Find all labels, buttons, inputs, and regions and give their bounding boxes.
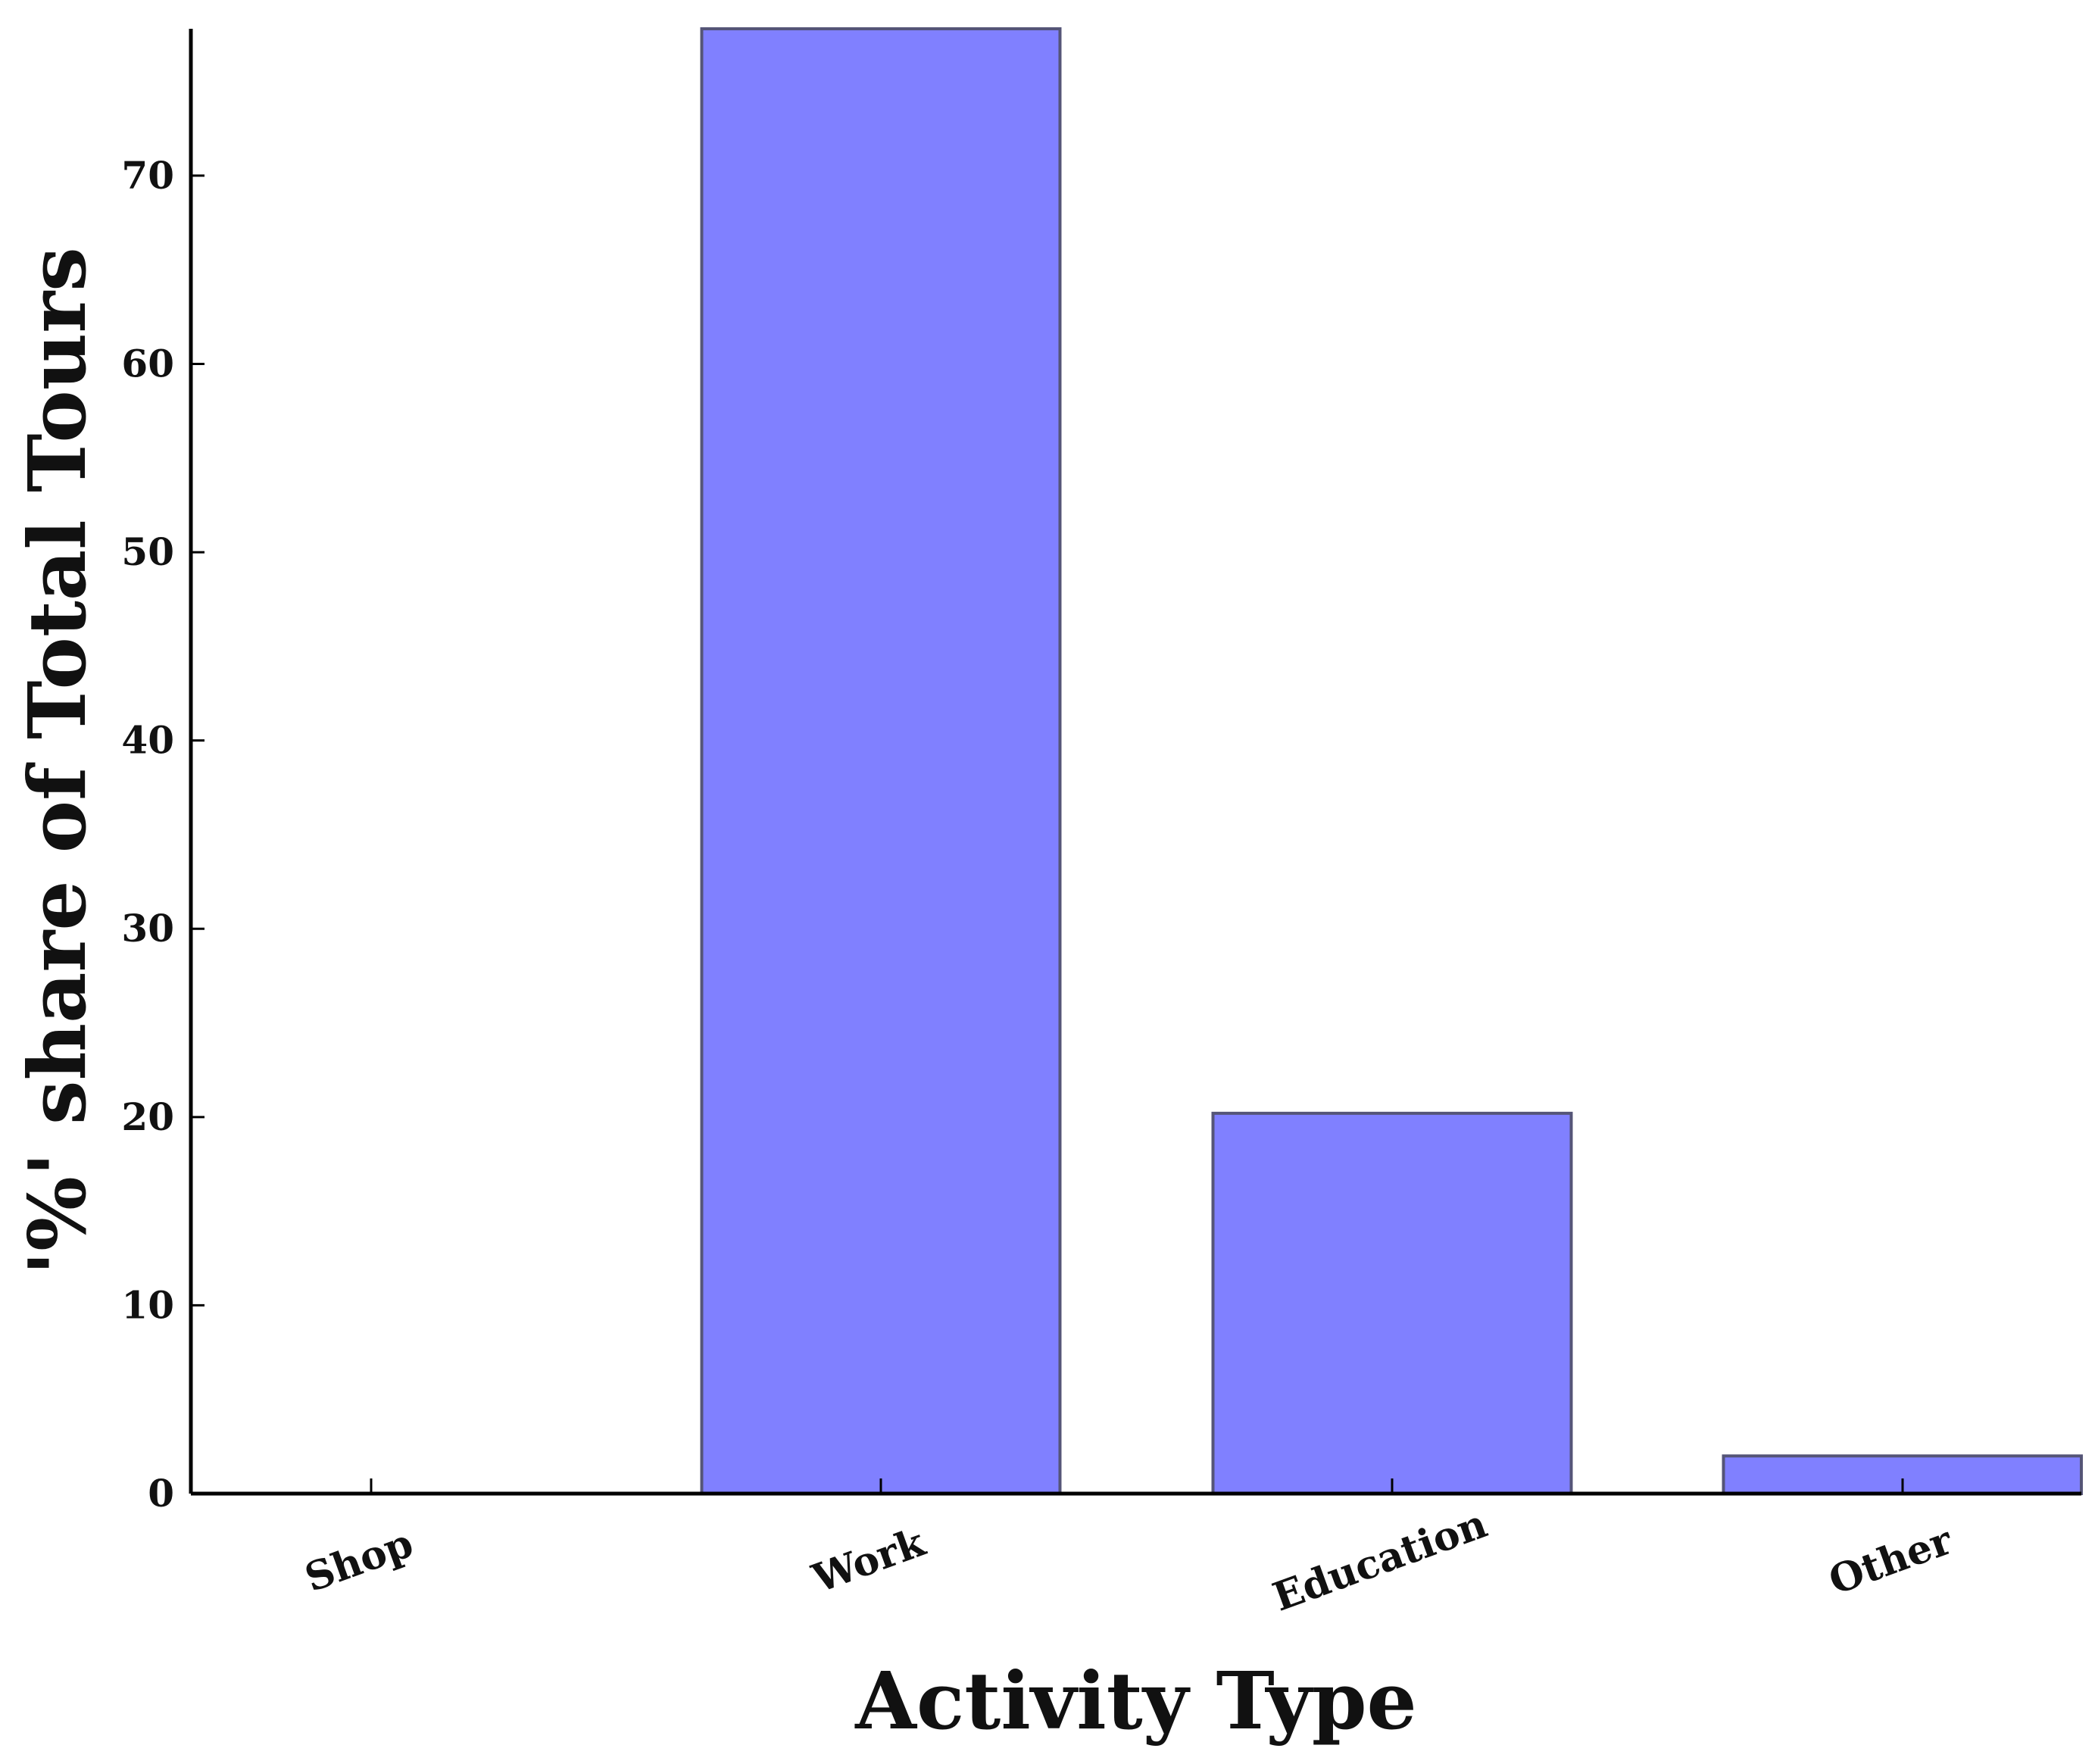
y-tick-label-30: 30 xyxy=(121,906,174,951)
x-ticks: Shop Work Education Other xyxy=(299,1478,1959,1621)
bars-layer xyxy=(700,27,2083,1496)
y-tick-label-60: 60 xyxy=(121,341,174,386)
x-tick-label-shop: Shop xyxy=(299,1520,419,1601)
axes-layer xyxy=(189,29,2081,1496)
x-axis-title: Activity Type xyxy=(854,1654,1416,1747)
y-tick-label-40: 40 xyxy=(121,718,174,763)
x-tick-label-work: Work xyxy=(806,1519,932,1603)
y-tick-label-20: 20 xyxy=(121,1094,174,1139)
x-tick-label-other: Other xyxy=(1823,1517,1959,1604)
y-tick-label-70: 70 xyxy=(121,153,174,198)
y-tick-label-10: 10 xyxy=(121,1282,174,1327)
y-ticks: 0 10 20 30 40 50 60 70 xyxy=(121,153,204,1516)
y-tick-label-50: 50 xyxy=(121,529,174,574)
bar-work xyxy=(700,27,1062,1495)
bar-education xyxy=(1211,1111,1573,1496)
y-axis-title: '%' share of Total Tours xyxy=(11,247,104,1275)
y-tick-label-0: 0 xyxy=(148,1471,174,1516)
x-tick-label-education: Education xyxy=(1267,1500,1493,1620)
